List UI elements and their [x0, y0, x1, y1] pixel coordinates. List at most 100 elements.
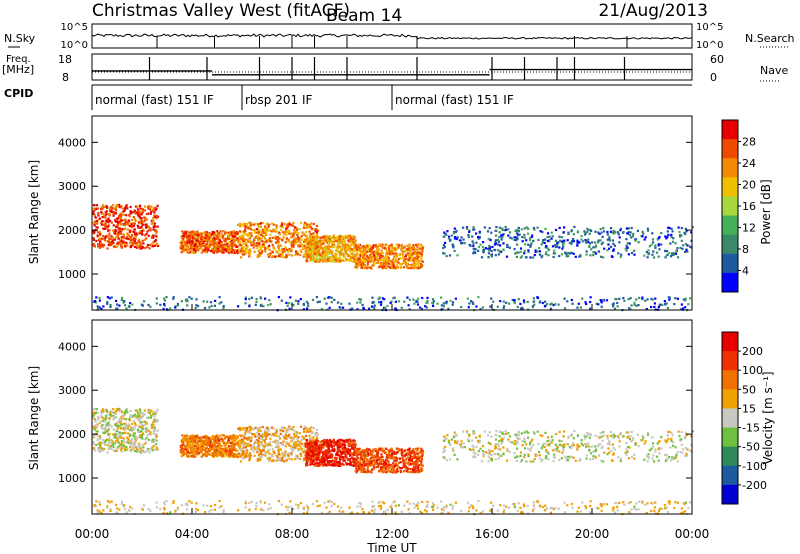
velocity-echo	[209, 440, 212, 443]
power-echo	[134, 245, 137, 249]
power-echo	[281, 247, 284, 251]
power-echo	[376, 249, 379, 252]
power-echo	[335, 254, 338, 257]
power-echo	[443, 231, 446, 234]
velocity-echo	[247, 454, 250, 457]
power-echo	[637, 304, 640, 307]
power-echo	[513, 299, 516, 302]
velocity-echo	[257, 444, 260, 447]
velocity-echo	[220, 438, 223, 441]
power-echo	[251, 243, 254, 246]
power-echo	[328, 235, 332, 238]
velocity-echo	[192, 455, 195, 458]
velocity-echo	[156, 447, 159, 450]
velocity-echo	[204, 449, 207, 452]
power-echo	[405, 253, 408, 256]
power-echo	[257, 244, 260, 247]
power-echo	[303, 240, 306, 243]
power-echo	[342, 255, 345, 258]
power-echo	[262, 305, 265, 308]
power-echo	[104, 213, 107, 216]
velocity-echo	[220, 445, 223, 448]
power-echo	[409, 246, 412, 249]
power-echo	[95, 220, 98, 223]
power-echo	[592, 246, 595, 249]
power-echo	[482, 250, 485, 253]
power-echo	[413, 302, 416, 305]
power-echo	[109, 241, 112, 244]
power-echo	[314, 259, 317, 262]
velocity-echo	[111, 410, 114, 414]
velocity-echo	[105, 409, 108, 412]
power-echo	[635, 298, 638, 301]
power-echo	[231, 235, 234, 238]
power-echo	[486, 247, 490, 250]
power-echo	[223, 239, 226, 242]
velocity-echo	[302, 428, 306, 431]
velocity-echo	[284, 435, 287, 438]
power-echo	[369, 255, 372, 258]
power-echo	[140, 220, 143, 223]
velocity-echo	[291, 444, 294, 447]
velocity-echo	[146, 410, 150, 413]
power-echo	[331, 250, 334, 253]
power-echo	[124, 304, 127, 307]
power-echo	[558, 255, 561, 258]
power-echo	[541, 241, 544, 244]
power-echo	[506, 245, 509, 248]
velocity-echo	[286, 427, 289, 430]
power-echo	[455, 229, 458, 232]
power-echo	[488, 249, 491, 252]
power-echo	[386, 251, 389, 254]
power-echo	[248, 249, 251, 252]
power-echo	[567, 251, 570, 255]
power-echo	[231, 249, 234, 252]
power-echo	[393, 249, 396, 252]
power-echo	[208, 234, 211, 237]
power-echo	[611, 231, 614, 234]
power-echo	[213, 304, 216, 307]
velocity-echo	[185, 448, 188, 451]
power-echo	[240, 231, 243, 234]
power-echo	[489, 305, 492, 308]
power-echo	[298, 245, 302, 248]
power-echo	[633, 253, 636, 256]
power-echo	[253, 250, 256, 253]
power-echo	[145, 233, 148, 236]
velocity-echo	[195, 451, 198, 454]
power-echo	[391, 267, 395, 270]
power-echo	[504, 228, 508, 231]
power-echo	[261, 228, 264, 231]
power-echo	[416, 262, 419, 265]
power-echo	[129, 239, 132, 242]
power-echo	[283, 233, 286, 236]
velocity-echo	[196, 448, 199, 451]
velocity-echo	[117, 435, 120, 438]
power-echo	[513, 300, 516, 303]
power-echo	[650, 305, 653, 309]
velocity-echo	[268, 433, 271, 436]
power-echo	[330, 296, 333, 299]
power-echo	[120, 246, 123, 249]
power-echo	[477, 237, 480, 240]
power-echo	[258, 242, 261, 245]
power-echo	[472, 302, 475, 305]
power-echo	[322, 260, 325, 263]
power-echo	[150, 205, 153, 208]
velocity-panel-frame	[91, 319, 693, 515]
power-echo	[306, 307, 309, 310]
power-echo	[233, 240, 236, 243]
power-echo	[546, 239, 549, 243]
power-echo	[319, 236, 322, 239]
power-echo	[134, 242, 137, 245]
power-echo	[181, 237, 184, 241]
power-echo	[189, 242, 192, 246]
power-echo	[323, 234, 326, 238]
velocity-echo	[130, 440, 133, 443]
power-echo	[342, 306, 345, 309]
power-echo	[346, 246, 349, 249]
power-echo	[308, 255, 311, 259]
power-echo	[684, 227, 687, 230]
velocity-echo	[145, 416, 148, 420]
power-echo	[632, 232, 635, 235]
